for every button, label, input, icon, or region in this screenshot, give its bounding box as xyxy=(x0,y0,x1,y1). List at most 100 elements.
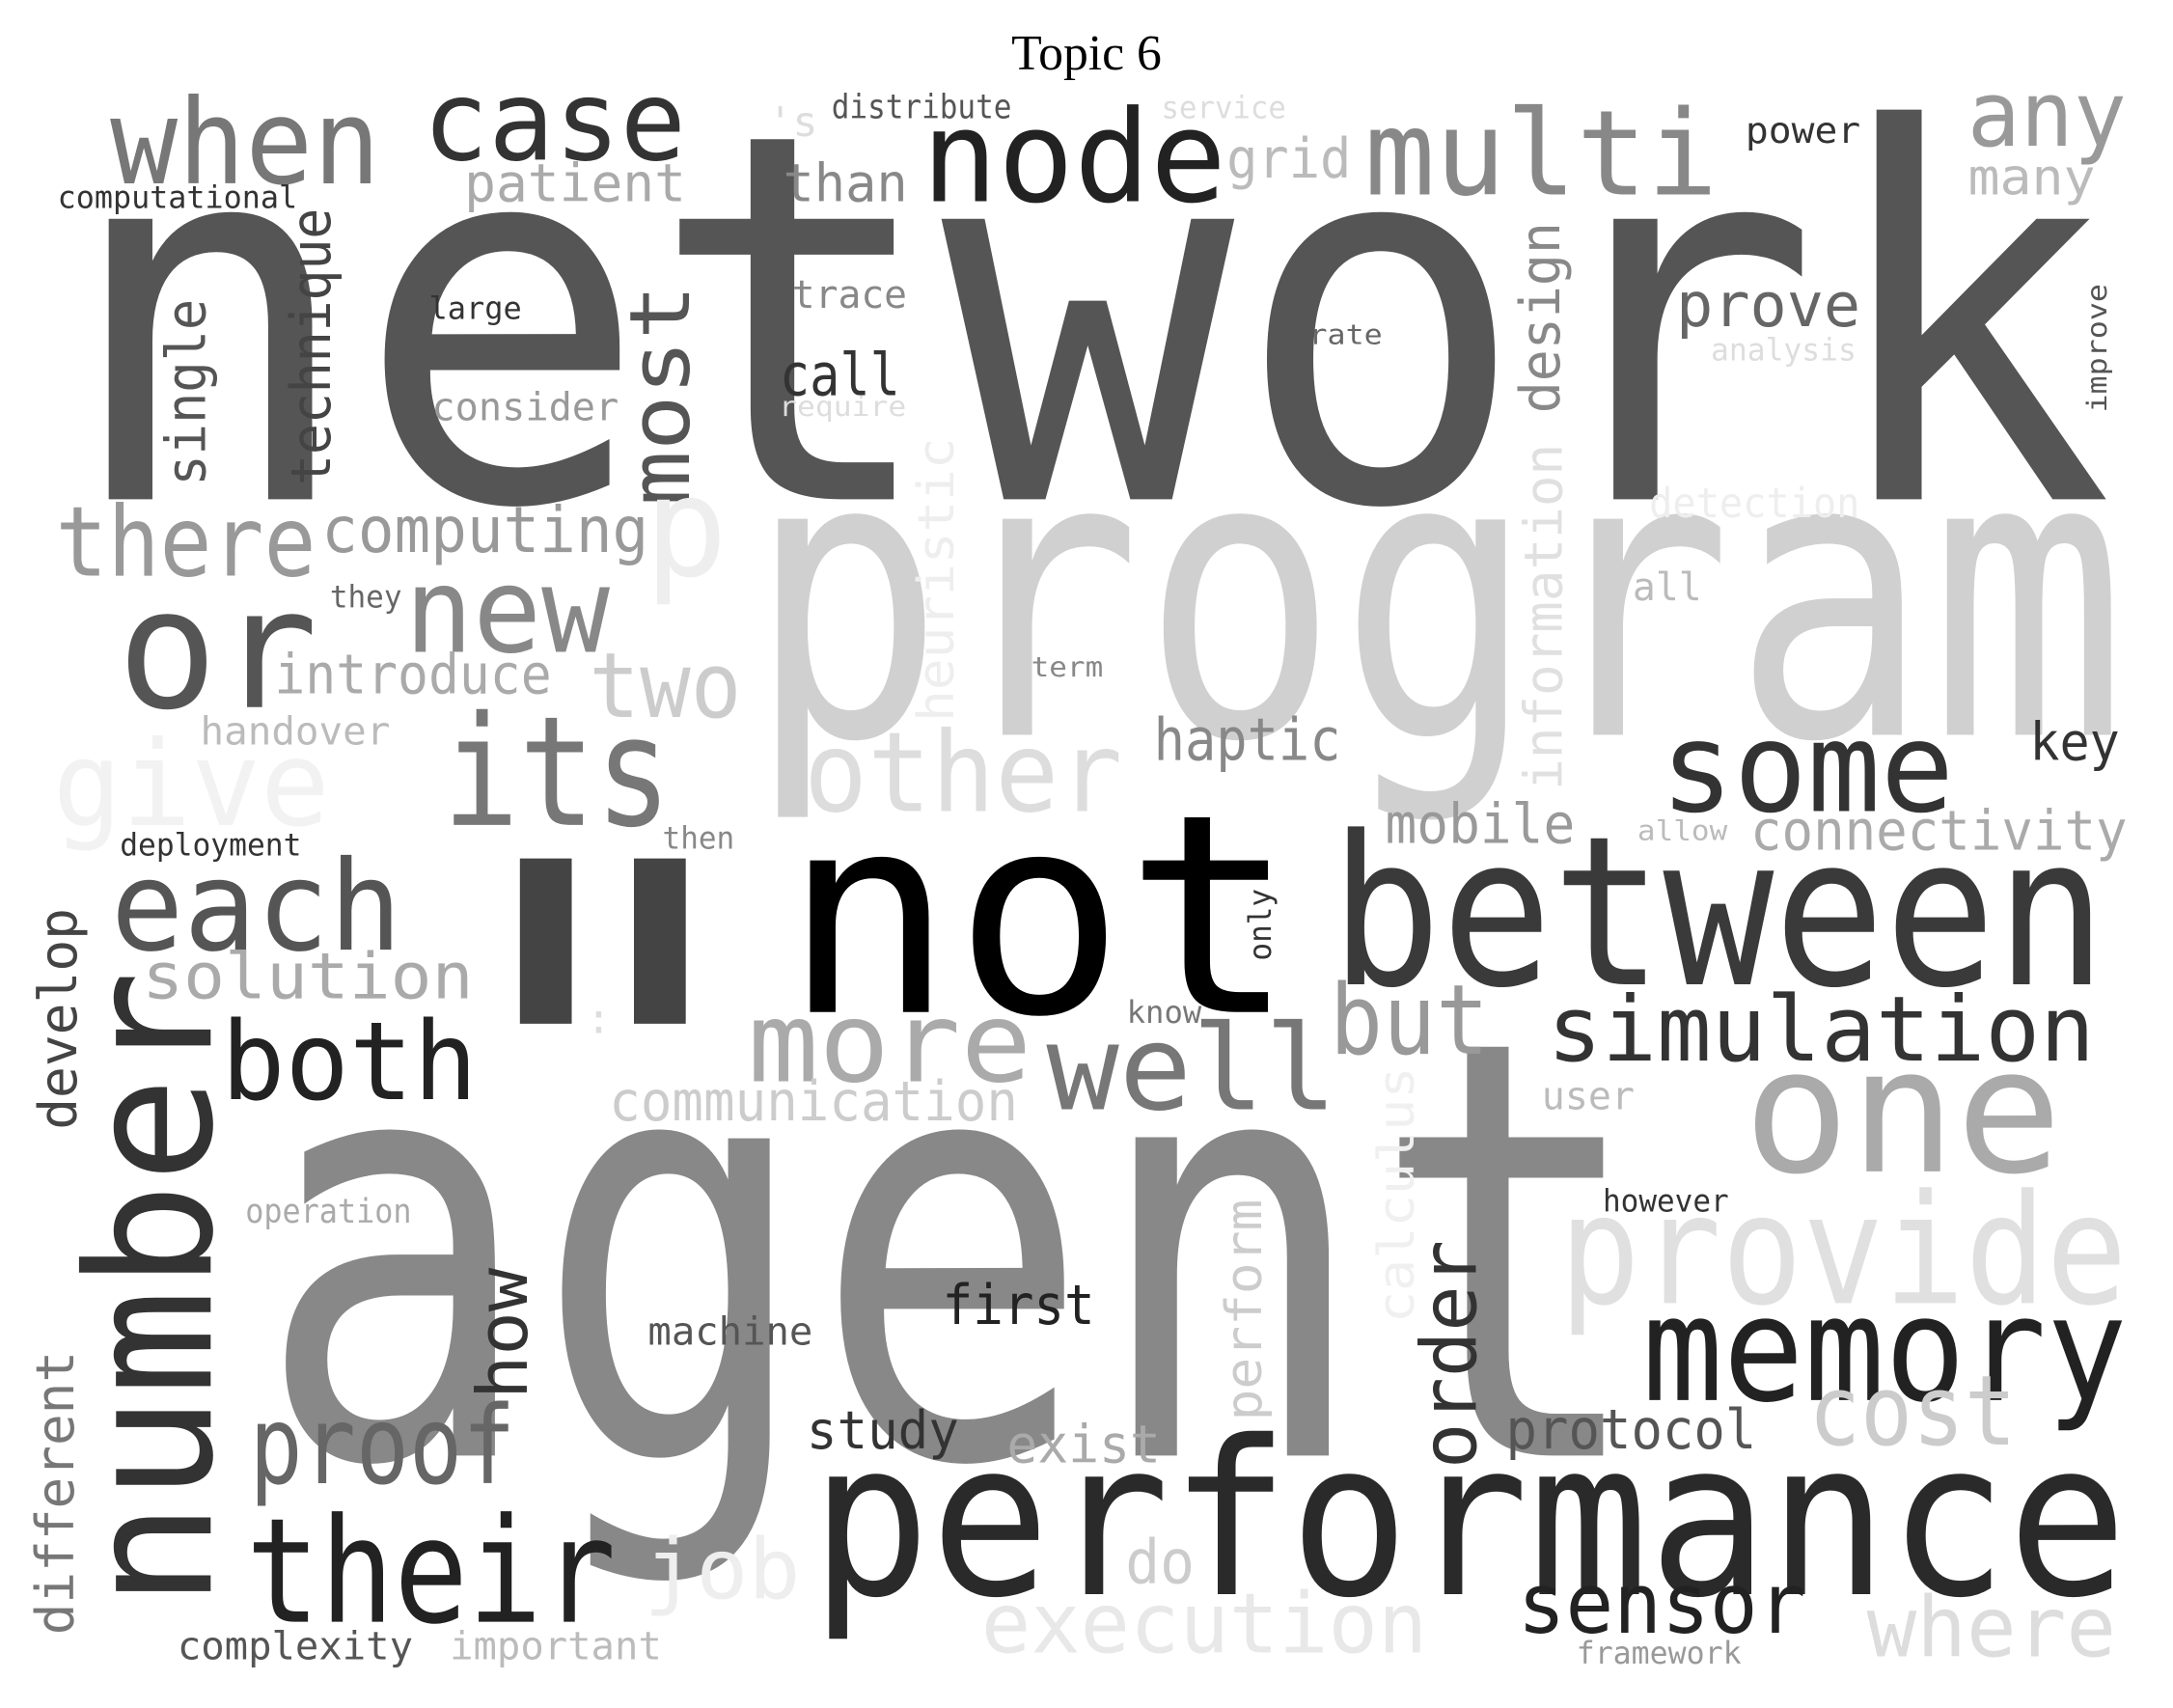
word: large xyxy=(429,292,522,327)
word: each xyxy=(111,835,402,979)
word: when xyxy=(110,74,380,211)
word: operation xyxy=(245,1193,411,1231)
word: allow xyxy=(1637,814,1728,847)
word: first xyxy=(943,1273,1095,1337)
word: power xyxy=(1746,109,1860,152)
word: than xyxy=(783,152,907,214)
word: proof xyxy=(250,1384,516,1509)
word: technique xyxy=(279,208,344,485)
word: distribute xyxy=(832,88,1012,126)
word: or xyxy=(117,553,317,747)
word: 's xyxy=(768,98,818,147)
word: its xyxy=(443,684,672,862)
word: only xyxy=(1244,889,1279,961)
word: term xyxy=(1031,650,1104,683)
word: single xyxy=(154,299,219,486)
word: patient xyxy=(464,152,686,214)
word: know xyxy=(1127,996,1203,1031)
word: handover xyxy=(201,710,391,755)
word: however xyxy=(1603,1185,1729,1220)
word: connectivity xyxy=(1750,799,2128,864)
word: grid xyxy=(1226,126,1351,191)
word: execution xyxy=(981,1576,1427,1672)
word: job xyxy=(644,1522,800,1618)
word: memory xyxy=(1642,1265,2128,1435)
word: framework xyxy=(1577,1637,1742,1671)
word: analysis xyxy=(1711,334,1857,369)
word: computing xyxy=(321,493,648,567)
word: calculus xyxy=(1368,1066,1426,1323)
word: p xyxy=(645,447,728,608)
word: other xyxy=(804,708,1122,838)
word: both xyxy=(221,1000,478,1125)
word: detection xyxy=(1649,480,1859,528)
word: not xyxy=(783,755,1295,1078)
word: many xyxy=(1967,149,2095,207)
word: new xyxy=(404,542,610,679)
word: improve xyxy=(2080,284,2113,413)
word: exist xyxy=(1006,1414,1160,1475)
word: some xyxy=(1661,696,1954,840)
word: where xyxy=(1867,1581,2117,1677)
word: provide xyxy=(1559,1162,2128,1339)
word: cost xyxy=(1808,1355,2016,1468)
word: service xyxy=(1162,91,1286,125)
word: agent xyxy=(256,916,1648,1593)
word: machine xyxy=(647,1309,812,1354)
word: then xyxy=(663,821,735,856)
word: : xyxy=(586,995,611,1043)
word: there xyxy=(55,485,316,598)
word: rate xyxy=(1309,317,1383,350)
word: call xyxy=(780,343,900,410)
word: well xyxy=(1046,1000,1337,1137)
word: performance xyxy=(811,1394,2127,1645)
word: user xyxy=(1542,1074,1635,1118)
word: computational xyxy=(58,181,297,216)
word: complexity xyxy=(178,1624,413,1668)
word: node xyxy=(921,84,1226,233)
word: important xyxy=(450,1624,662,1668)
word: consider xyxy=(431,385,619,429)
word: design xyxy=(1508,222,1573,413)
word: trace xyxy=(792,273,907,317)
word: program xyxy=(748,368,2127,828)
word: heuristic xyxy=(908,437,966,721)
word: any xyxy=(1967,63,2127,168)
word: different xyxy=(24,1351,86,1635)
word: more xyxy=(748,979,1031,1109)
word: introduce xyxy=(274,642,551,706)
word: multi xyxy=(1364,85,1718,222)
word: perform xyxy=(1216,1199,1274,1421)
word: do xyxy=(1125,1526,1195,1597)
word: develop xyxy=(27,908,89,1130)
word: " xyxy=(420,737,786,1447)
word: between xyxy=(1331,791,2106,1033)
word: case xyxy=(423,57,686,186)
word: simulation xyxy=(1548,978,2095,1083)
word: all xyxy=(1633,565,1702,610)
word: require xyxy=(779,390,906,423)
word: two xyxy=(589,634,741,739)
word: prove xyxy=(1676,269,1860,341)
word: protocol xyxy=(1505,1397,1756,1462)
word: haptic xyxy=(1154,706,1341,774)
word: communication xyxy=(609,1069,1018,1134)
word: their xyxy=(246,1487,616,1657)
word: give xyxy=(53,716,330,853)
word: key xyxy=(2029,710,2119,772)
word: sensor xyxy=(1518,1556,1806,1653)
word: network xyxy=(63,24,2114,620)
word: one xyxy=(1744,1011,2062,1213)
word: they xyxy=(330,580,402,615)
word: how xyxy=(462,1267,543,1399)
word: but xyxy=(1330,964,1489,1077)
word: study xyxy=(807,1399,959,1461)
word: information xyxy=(1513,444,1575,790)
word: number xyxy=(50,971,252,1609)
chart-title: Topic 6 xyxy=(1011,26,1162,81)
word: mobile xyxy=(1386,792,1576,857)
word: deployment xyxy=(120,828,301,863)
